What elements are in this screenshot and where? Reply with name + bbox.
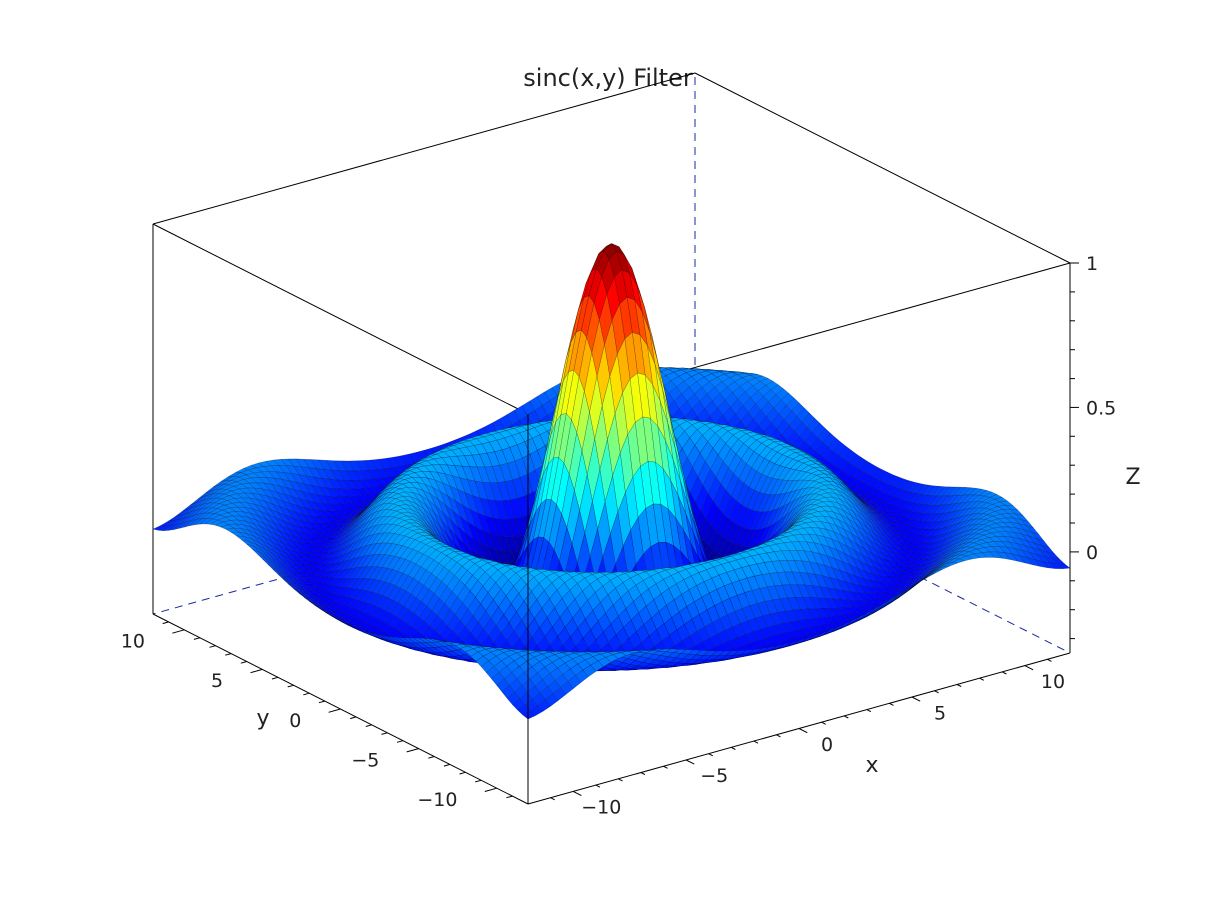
box-edge-top-back	[152, 72, 696, 225]
box-edge-top-right	[694, 72, 1071, 264]
surface-mesh	[152, 243, 1071, 720]
chart-title: sinc(x,y) Filter	[523, 64, 693, 92]
box-edge-top-left	[152, 223, 529, 415]
